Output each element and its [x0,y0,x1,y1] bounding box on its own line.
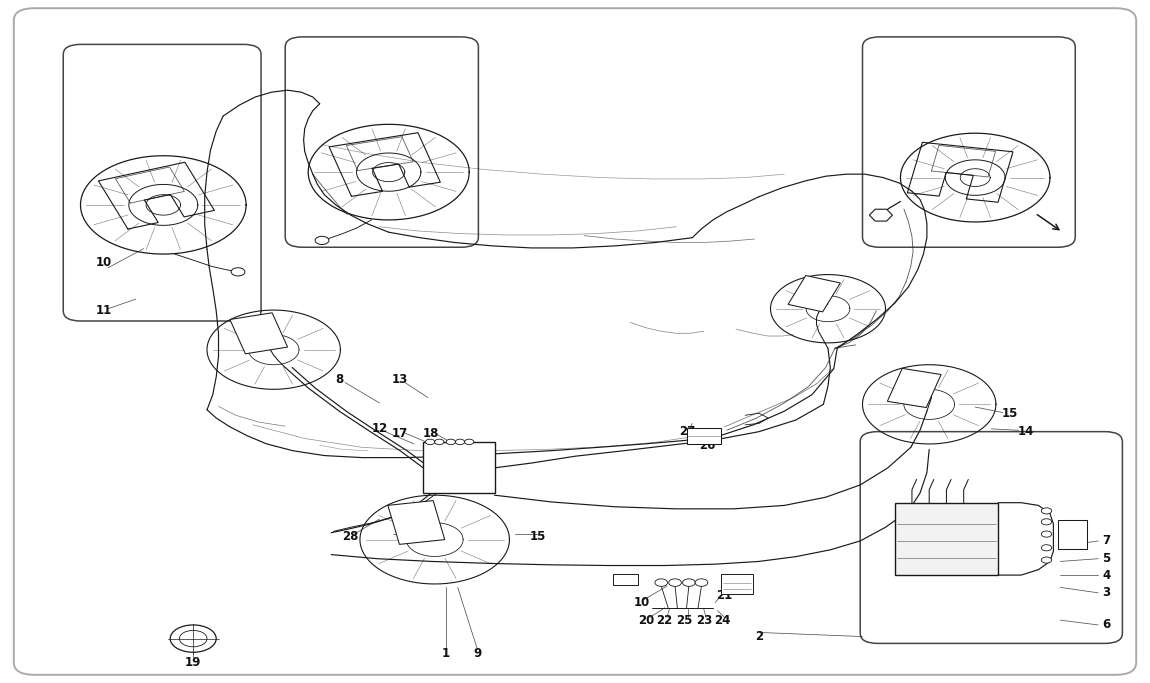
FancyBboxPatch shape [862,37,1075,247]
FancyBboxPatch shape [14,8,1136,675]
Circle shape [170,625,216,652]
Text: 10: 10 [95,256,112,270]
Circle shape [656,579,667,586]
Bar [895,503,998,575]
Circle shape [683,579,696,586]
Text: 26: 26 [699,438,715,452]
Polygon shape [788,275,841,312]
Polygon shape [888,368,941,408]
Text: 3: 3 [1102,586,1111,600]
Bar [1058,520,1087,549]
Circle shape [315,236,329,245]
Text: 17: 17 [392,427,408,441]
Circle shape [1042,557,1051,563]
Text: 16: 16 [408,529,424,543]
Text: 10: 10 [634,596,650,609]
Text: 15: 15 [1002,406,1018,420]
Polygon shape [388,501,445,544]
Text: 23: 23 [696,613,712,627]
Circle shape [231,268,245,276]
Text: 13: 13 [392,372,408,386]
Text: 8: 8 [335,372,344,386]
Text: 28: 28 [343,529,359,543]
Text: 5: 5 [1102,552,1111,566]
Text: 21: 21 [716,589,733,602]
Text: 9: 9 [473,647,482,660]
FancyBboxPatch shape [285,37,478,247]
Text: 29: 29 [967,527,983,541]
Text: 24: 24 [714,613,730,627]
Text: 15: 15 [530,529,546,543]
Text: 20: 20 [638,613,654,627]
Bar [423,442,494,493]
Polygon shape [230,313,288,354]
Circle shape [668,579,681,586]
Text: 14: 14 [1018,425,1034,438]
Circle shape [179,630,207,647]
Text: 1: 1 [442,647,451,660]
Text: 6: 6 [1102,618,1111,632]
Text: 22: 22 [657,613,673,627]
Text: 7: 7 [1102,534,1111,548]
Circle shape [1042,508,1051,514]
Text: 12: 12 [371,422,388,436]
Text: 19: 19 [185,656,201,669]
Text: 18: 18 [423,427,439,441]
Circle shape [455,439,465,445]
Bar [687,428,721,444]
Circle shape [465,439,474,445]
Text: 11: 11 [95,304,112,318]
FancyBboxPatch shape [860,432,1122,643]
Circle shape [446,439,455,445]
Bar [613,574,638,585]
Polygon shape [869,209,892,221]
Circle shape [695,579,708,586]
Circle shape [1042,531,1051,537]
Text: 27: 27 [680,425,696,438]
Circle shape [1042,545,1051,550]
Bar [721,574,753,594]
FancyBboxPatch shape [63,44,261,321]
Text: 4: 4 [1102,568,1111,582]
Circle shape [426,439,435,445]
Text: 2: 2 [754,630,764,643]
Circle shape [1042,519,1051,525]
Circle shape [435,439,444,445]
Text: 25: 25 [676,613,692,627]
